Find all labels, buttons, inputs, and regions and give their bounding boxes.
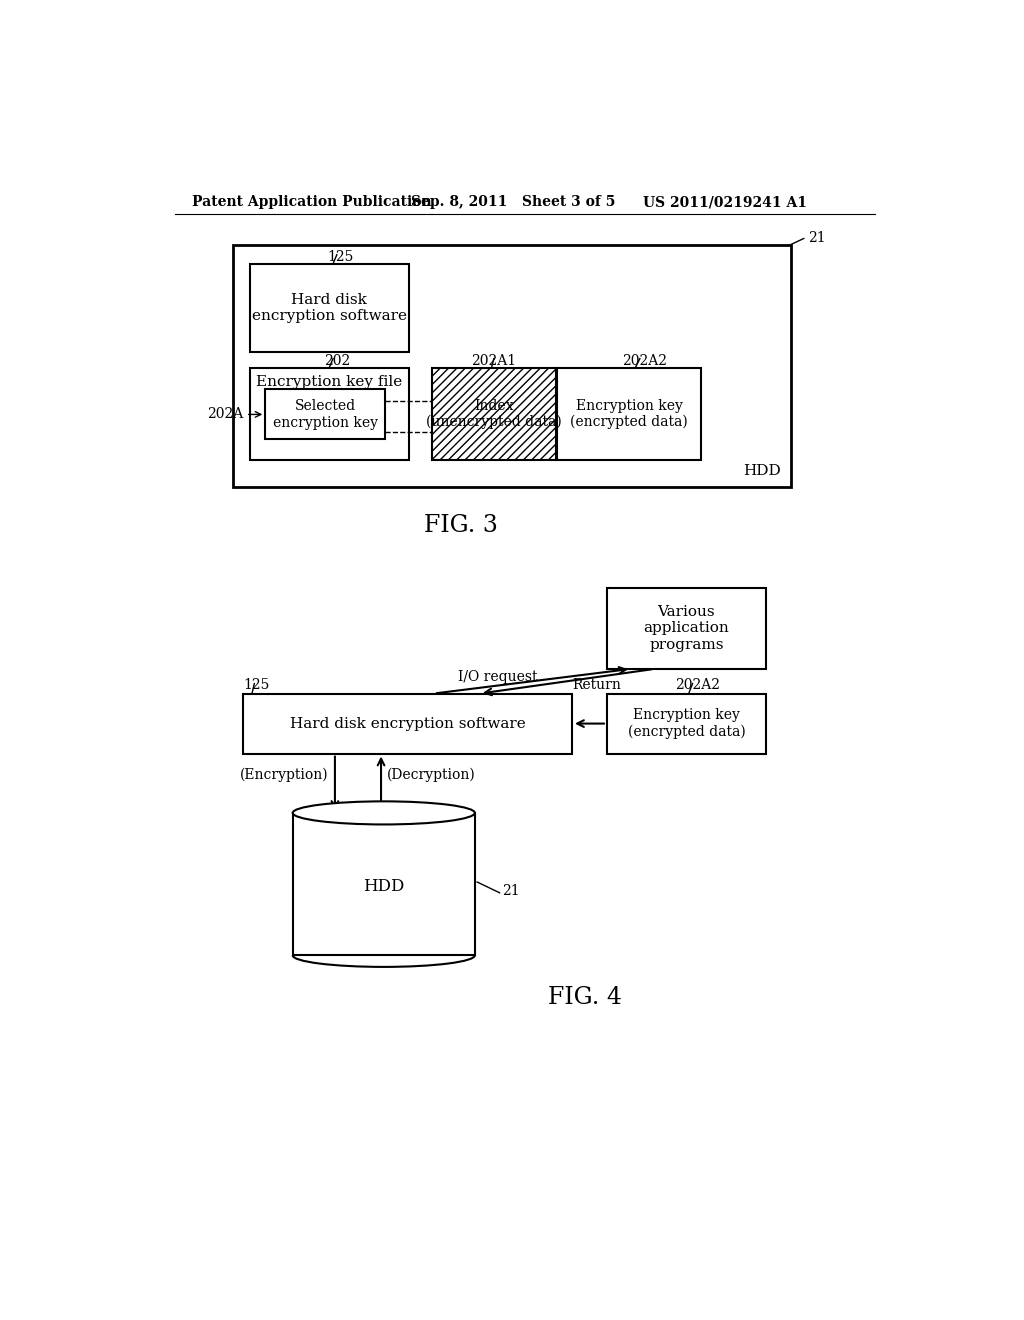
Text: 202A2: 202A2 xyxy=(676,678,721,692)
Text: FIG. 3: FIG. 3 xyxy=(424,515,499,537)
Bar xyxy=(250,264,409,352)
Text: Encryption key
(encrypted data): Encryption key (encrypted data) xyxy=(628,709,745,739)
Text: (Encryption): (Encryption) xyxy=(240,768,329,783)
Text: Various
application
programs: Various application programs xyxy=(643,606,729,652)
Text: HDD: HDD xyxy=(364,879,404,895)
Bar xyxy=(243,693,572,754)
Ellipse shape xyxy=(293,801,475,825)
Bar xyxy=(557,368,700,461)
Text: Index
(unencrypted data): Index (unencrypted data) xyxy=(426,399,562,429)
Text: 202A1: 202A1 xyxy=(471,354,516,368)
Bar xyxy=(607,589,766,669)
Text: US 2011/0219241 A1: US 2011/0219241 A1 xyxy=(643,195,807,210)
Text: HDD: HDD xyxy=(743,463,781,478)
Text: 202A2: 202A2 xyxy=(622,354,667,368)
Text: 202: 202 xyxy=(324,354,350,368)
Text: I/O request: I/O request xyxy=(458,671,538,684)
Text: Selected
encryption key: Selected encryption key xyxy=(272,400,378,429)
Text: 21: 21 xyxy=(502,884,519,898)
Bar xyxy=(232,244,791,487)
Bar xyxy=(265,389,385,440)
Text: 202A: 202A xyxy=(207,408,244,421)
Text: Sep. 8, 2011   Sheet 3 of 5: Sep. 8, 2011 Sheet 3 of 5 xyxy=(411,195,615,210)
Text: Hard disk encryption software: Hard disk encryption software xyxy=(290,717,525,730)
Text: FIG. 4: FIG. 4 xyxy=(548,986,623,1010)
Text: Return: Return xyxy=(572,678,622,692)
Text: 125: 125 xyxy=(244,678,270,692)
Text: (Decryption): (Decryption) xyxy=(387,768,476,783)
Bar xyxy=(293,813,475,956)
Text: 21: 21 xyxy=(808,231,825,244)
Text: Encryption key file: Encryption key file xyxy=(256,375,402,388)
Text: Hard disk
encryption software: Hard disk encryption software xyxy=(252,293,407,323)
Bar xyxy=(250,368,409,461)
Text: Encryption key
(encrypted data): Encryption key (encrypted data) xyxy=(570,399,688,429)
Bar xyxy=(607,693,766,754)
Text: Patent Application Publication: Patent Application Publication xyxy=(193,195,432,210)
Text: 125: 125 xyxy=(328,249,354,264)
Bar xyxy=(432,368,556,461)
